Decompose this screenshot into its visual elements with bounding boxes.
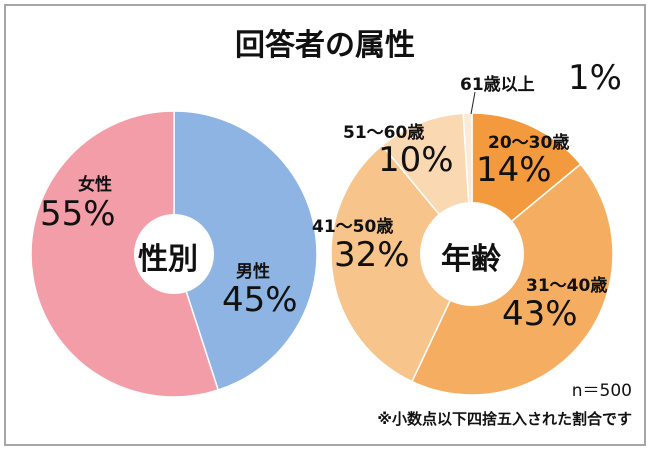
- label-female: 女性: [78, 175, 112, 195]
- label-male: 男性: [236, 262, 270, 282]
- slice-gender-1: [30, 110, 220, 398]
- label-age-41-50: 41～50歳: [312, 217, 394, 237]
- label-age-20-30: 20～30歳: [488, 133, 570, 153]
- sample-size: n＝500: [571, 381, 632, 401]
- donut-hole-age: [420, 202, 524, 306]
- value-female: 55%: [40, 194, 116, 234]
- value-male: 45%: [222, 280, 298, 320]
- label-age-31-40: 31～40歳: [526, 276, 608, 296]
- value-age-20-30: 14%: [476, 150, 552, 190]
- center-label-age: 年齢: [441, 242, 501, 277]
- leader-line-61-plus: [470, 91, 476, 115]
- donut-hole-gender: [134, 214, 214, 294]
- label-age-61-plus: 61歳以上: [460, 75, 535, 95]
- value-age-31-40: 43%: [502, 294, 578, 334]
- slice-gender-0: [173, 110, 318, 391]
- value-age-51-60: 10%: [378, 140, 454, 180]
- label-age-51-60: 51～60歳: [343, 123, 425, 143]
- value-age-41-50: 32%: [334, 235, 410, 275]
- center-label-gender: 性別: [138, 242, 198, 277]
- slice-age-2: [330, 144, 473, 383]
- footnote: ※小数点以下四捨五入された割合です: [377, 410, 632, 428]
- value-age-61-plus: 1%: [568, 58, 622, 98]
- chart-title: 回答者の属性: [235, 28, 415, 63]
